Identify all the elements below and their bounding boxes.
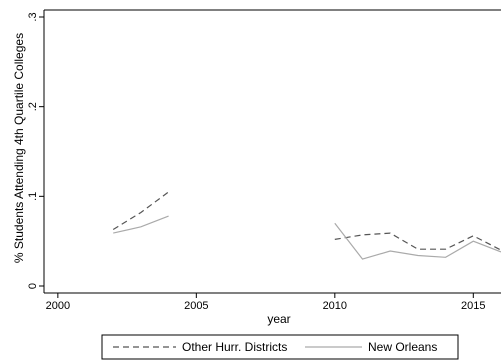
y-tick-label: 0 <box>27 283 39 289</box>
series-line-other-hurr-districts-segment-0 <box>112 191 169 231</box>
series-line-new-orleans-segment-1 <box>334 222 501 260</box>
y-tick-label: .1 <box>27 192 39 201</box>
x-axis: 2000 2005 2010 2015 <box>46 293 486 312</box>
x-axis-title: year <box>267 312 290 326</box>
x-tick-label: 2015 <box>461 300 485 312</box>
x-tick-label: 2010 <box>323 300 347 312</box>
legend: Other Hurr. Districts New Orleans <box>101 334 459 360</box>
legend-box <box>101 334 459 360</box>
legend-label: New Orleans <box>368 340 437 354</box>
legend-label: Other Hurr. Districts <box>182 340 287 354</box>
y-axis: 0 .1 .2 .3 <box>27 12 44 289</box>
plot-frame <box>43 9 501 294</box>
x-tick-label: 2000 <box>46 300 70 312</box>
x-tick-label: 2005 <box>184 300 208 312</box>
series-line-new-orleans-segment-0 <box>113 215 169 234</box>
y-tick-label: .3 <box>27 12 39 21</box>
series-layer <box>112 191 501 260</box>
series-line-other-hurr-districts-segment-1 <box>334 232 501 251</box>
y-axis-title: % Students Attending 4th Quartile Colleg… <box>12 33 26 263</box>
y-tick-label: .2 <box>27 102 39 111</box>
